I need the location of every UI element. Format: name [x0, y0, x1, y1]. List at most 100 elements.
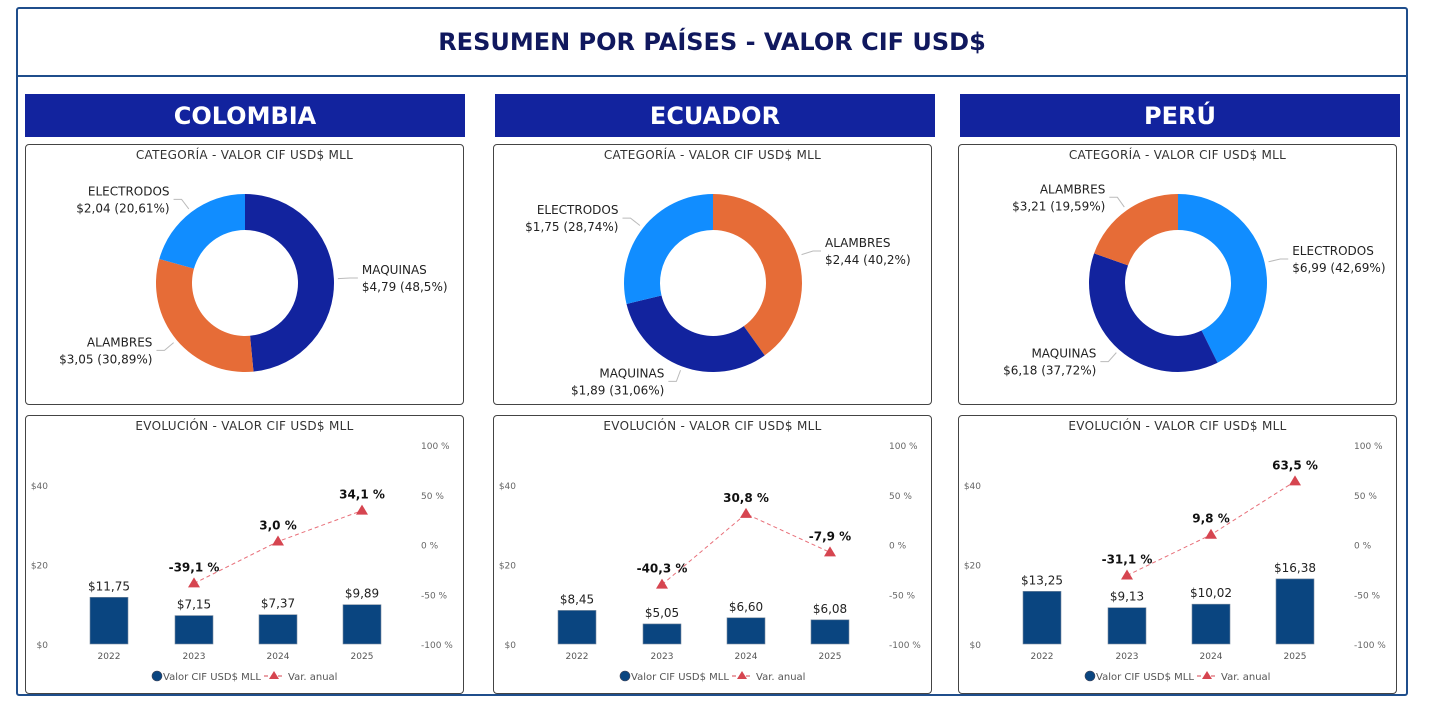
x-tick-label: 2024 — [267, 652, 290, 662]
evolution-bar-panel: EVOLUCIÓN - VALOR CIF USD$ MLL $0 $20 $40 -1… — [493, 415, 932, 694]
bar-2025[interactable] — [1275, 578, 1315, 645]
var-marker[interactable] — [188, 577, 200, 588]
bar-2022[interactable] — [89, 596, 129, 645]
legend-line-label[interactable]: Var. anual — [756, 672, 805, 683]
legend: Valor CIF USD$ MLL Var. anual — [1084, 670, 1270, 683]
slice-label: ALAMBRES — [1040, 182, 1106, 196]
donut-slice-alambres[interactable] — [156, 258, 254, 372]
var-label: -40,3 % — [637, 562, 688, 576]
donut-title: CATEGORÍA - VALOR CIF USD$ MLL — [1068, 148, 1287, 162]
bar-title: EVOLUCIÓN - VALOR CIF USD$ MLL — [135, 419, 354, 433]
legend: Valor CIF USD$ MLL Var. anual — [151, 670, 337, 683]
legend-bar-label[interactable]: Valor CIF USD$ MLL — [1096, 672, 1194, 683]
var-marker[interactable] — [272, 535, 284, 546]
var-marker[interactable] — [1205, 528, 1217, 539]
var-label: -39,1 % — [169, 560, 220, 574]
leader-line — [1268, 258, 1289, 263]
y2-tick-label: 100 % — [421, 442, 450, 452]
x-tick-label: 2023 — [651, 652, 674, 662]
y2-tick-label: -100 % — [1354, 641, 1386, 651]
evolution-bar-panel: EVOLUCIÓN - VALOR CIF USD$ MLL $0 $20 $40 -1… — [958, 415, 1397, 694]
country-header: PERÚ — [960, 94, 1400, 137]
y2-tick-label: 0 % — [421, 542, 439, 552]
slice-label: ALAMBRES — [87, 335, 153, 349]
donut-slice-maquinas[interactable] — [1089, 253, 1218, 372]
x-tick-label: 2024 — [1200, 652, 1223, 662]
y2-tick-label: -50 % — [889, 591, 916, 601]
y2-tick-label: -100 % — [421, 641, 453, 651]
x-tick-label: 2024 — [735, 652, 758, 662]
x-tick-label: 2022 — [1031, 652, 1054, 662]
leader-line — [156, 342, 174, 351]
y2-tick-label: 100 % — [1354, 442, 1383, 452]
bar-value-label: $7,37 — [261, 597, 295, 611]
bar-value-label: $9,89 — [345, 587, 379, 601]
donut-slice-electrodos[interactable] — [1178, 194, 1267, 363]
bar-2024[interactable] — [726, 617, 766, 645]
bar-value-label: $11,75 — [88, 579, 130, 593]
var-label: 3,0 % — [259, 519, 296, 533]
legend-line-label[interactable]: Var. anual — [1221, 672, 1270, 683]
y2-tick-label: 50 % — [1354, 492, 1377, 502]
slice-value-label: $6,18 (37,72%) — [1003, 364, 1096, 378]
slice-value-label: $4,79 (48,5%) — [362, 280, 448, 294]
donut-slice-alambres[interactable] — [713, 194, 802, 356]
var-marker[interactable] — [740, 507, 752, 518]
donut-slice-maquinas[interactable] — [245, 194, 335, 372]
y-tick-label: $0 — [37, 641, 49, 651]
y2-tick-label: 100 % — [889, 442, 918, 452]
bar-2024[interactable] — [258, 614, 298, 645]
leader-line — [1109, 196, 1125, 208]
slice-label: ELECTRODOS — [88, 184, 170, 198]
y-tick-label: $20 — [499, 562, 516, 572]
country-column: COLOMBIA CATEGORÍA - VALOR CIF USD$ MLL MA… — [25, 94, 465, 694]
combo-chart: $0 $20 $40 -100 % -50 % 0 % 50 % 100 % $13,25 202… — [964, 442, 1386, 683]
donut-slice-electrodos[interactable] — [624, 194, 713, 304]
var-label: 63,5 % — [1272, 458, 1318, 472]
bar-2023[interactable] — [642, 623, 682, 645]
bar-2025[interactable] — [810, 619, 850, 645]
donut-slice-alambres[interactable] — [1094, 194, 1178, 266]
legend-bar-icon — [151, 670, 163, 682]
x-tick-label: 2025 — [351, 652, 374, 662]
slice-label: ELECTRODOS — [537, 203, 619, 217]
x-tick-label: 2022 — [566, 652, 589, 662]
var-label: -7,9 % — [809, 529, 851, 543]
country-header: ECUADOR — [495, 94, 935, 137]
var-line — [661, 513, 831, 585]
donut-slice-maquinas[interactable] — [626, 295, 765, 372]
bar-2022[interactable] — [557, 610, 597, 645]
slice-label: MAQUINAS — [362, 263, 427, 277]
y2-tick-label: 0 % — [1354, 542, 1372, 552]
category-donut-panel: CATEGORÍA - VALOR CIF USD$ MLL ELECTRODOS… — [958, 144, 1397, 405]
leader-line — [1100, 352, 1117, 363]
legend-triangle-icon — [737, 671, 747, 679]
category-donut-panel: CATEGORÍA - VALOR CIF USD$ MLL MAQUINAS $4… — [25, 144, 464, 405]
var-label: 9,8 % — [1192, 512, 1229, 526]
var-marker[interactable] — [356, 504, 368, 515]
y2-tick-label: -100 % — [889, 641, 921, 651]
legend-line-label[interactable]: Var. anual — [288, 672, 337, 683]
y-tick-label: $40 — [499, 482, 516, 492]
legend-bar-label[interactable]: Valor CIF USD$ MLL — [163, 672, 261, 683]
leader-line — [622, 217, 641, 226]
legend-triangle-icon — [1202, 671, 1212, 679]
var-marker[interactable] — [1289, 475, 1301, 486]
bar-2024[interactable] — [1191, 603, 1231, 645]
bar-2025[interactable] — [342, 604, 382, 645]
var-marker[interactable] — [1121, 569, 1133, 580]
y-tick-label: $0 — [970, 641, 982, 651]
x-tick-label: 2025 — [1284, 652, 1307, 662]
var-marker[interactable] — [824, 546, 836, 557]
donut-slice-electrodos[interactable] — [159, 194, 245, 269]
var-marker[interactable] — [656, 578, 668, 589]
bar-2023[interactable] — [1107, 607, 1147, 645]
x-tick-label: 2023 — [183, 652, 206, 662]
bar-2022[interactable] — [1022, 591, 1062, 645]
combo-chart: $0 $20 $40 -100 % -50 % 0 % 50 % 100 % $8,45 2022… — [499, 442, 921, 683]
legend-bar-label[interactable]: Valor CIF USD$ MLL — [631, 672, 729, 683]
legend-bar-icon — [619, 670, 631, 682]
bar-2023[interactable] — [174, 615, 214, 645]
leader-line — [668, 369, 682, 382]
bar-value-label: $16,38 — [1274, 561, 1316, 575]
